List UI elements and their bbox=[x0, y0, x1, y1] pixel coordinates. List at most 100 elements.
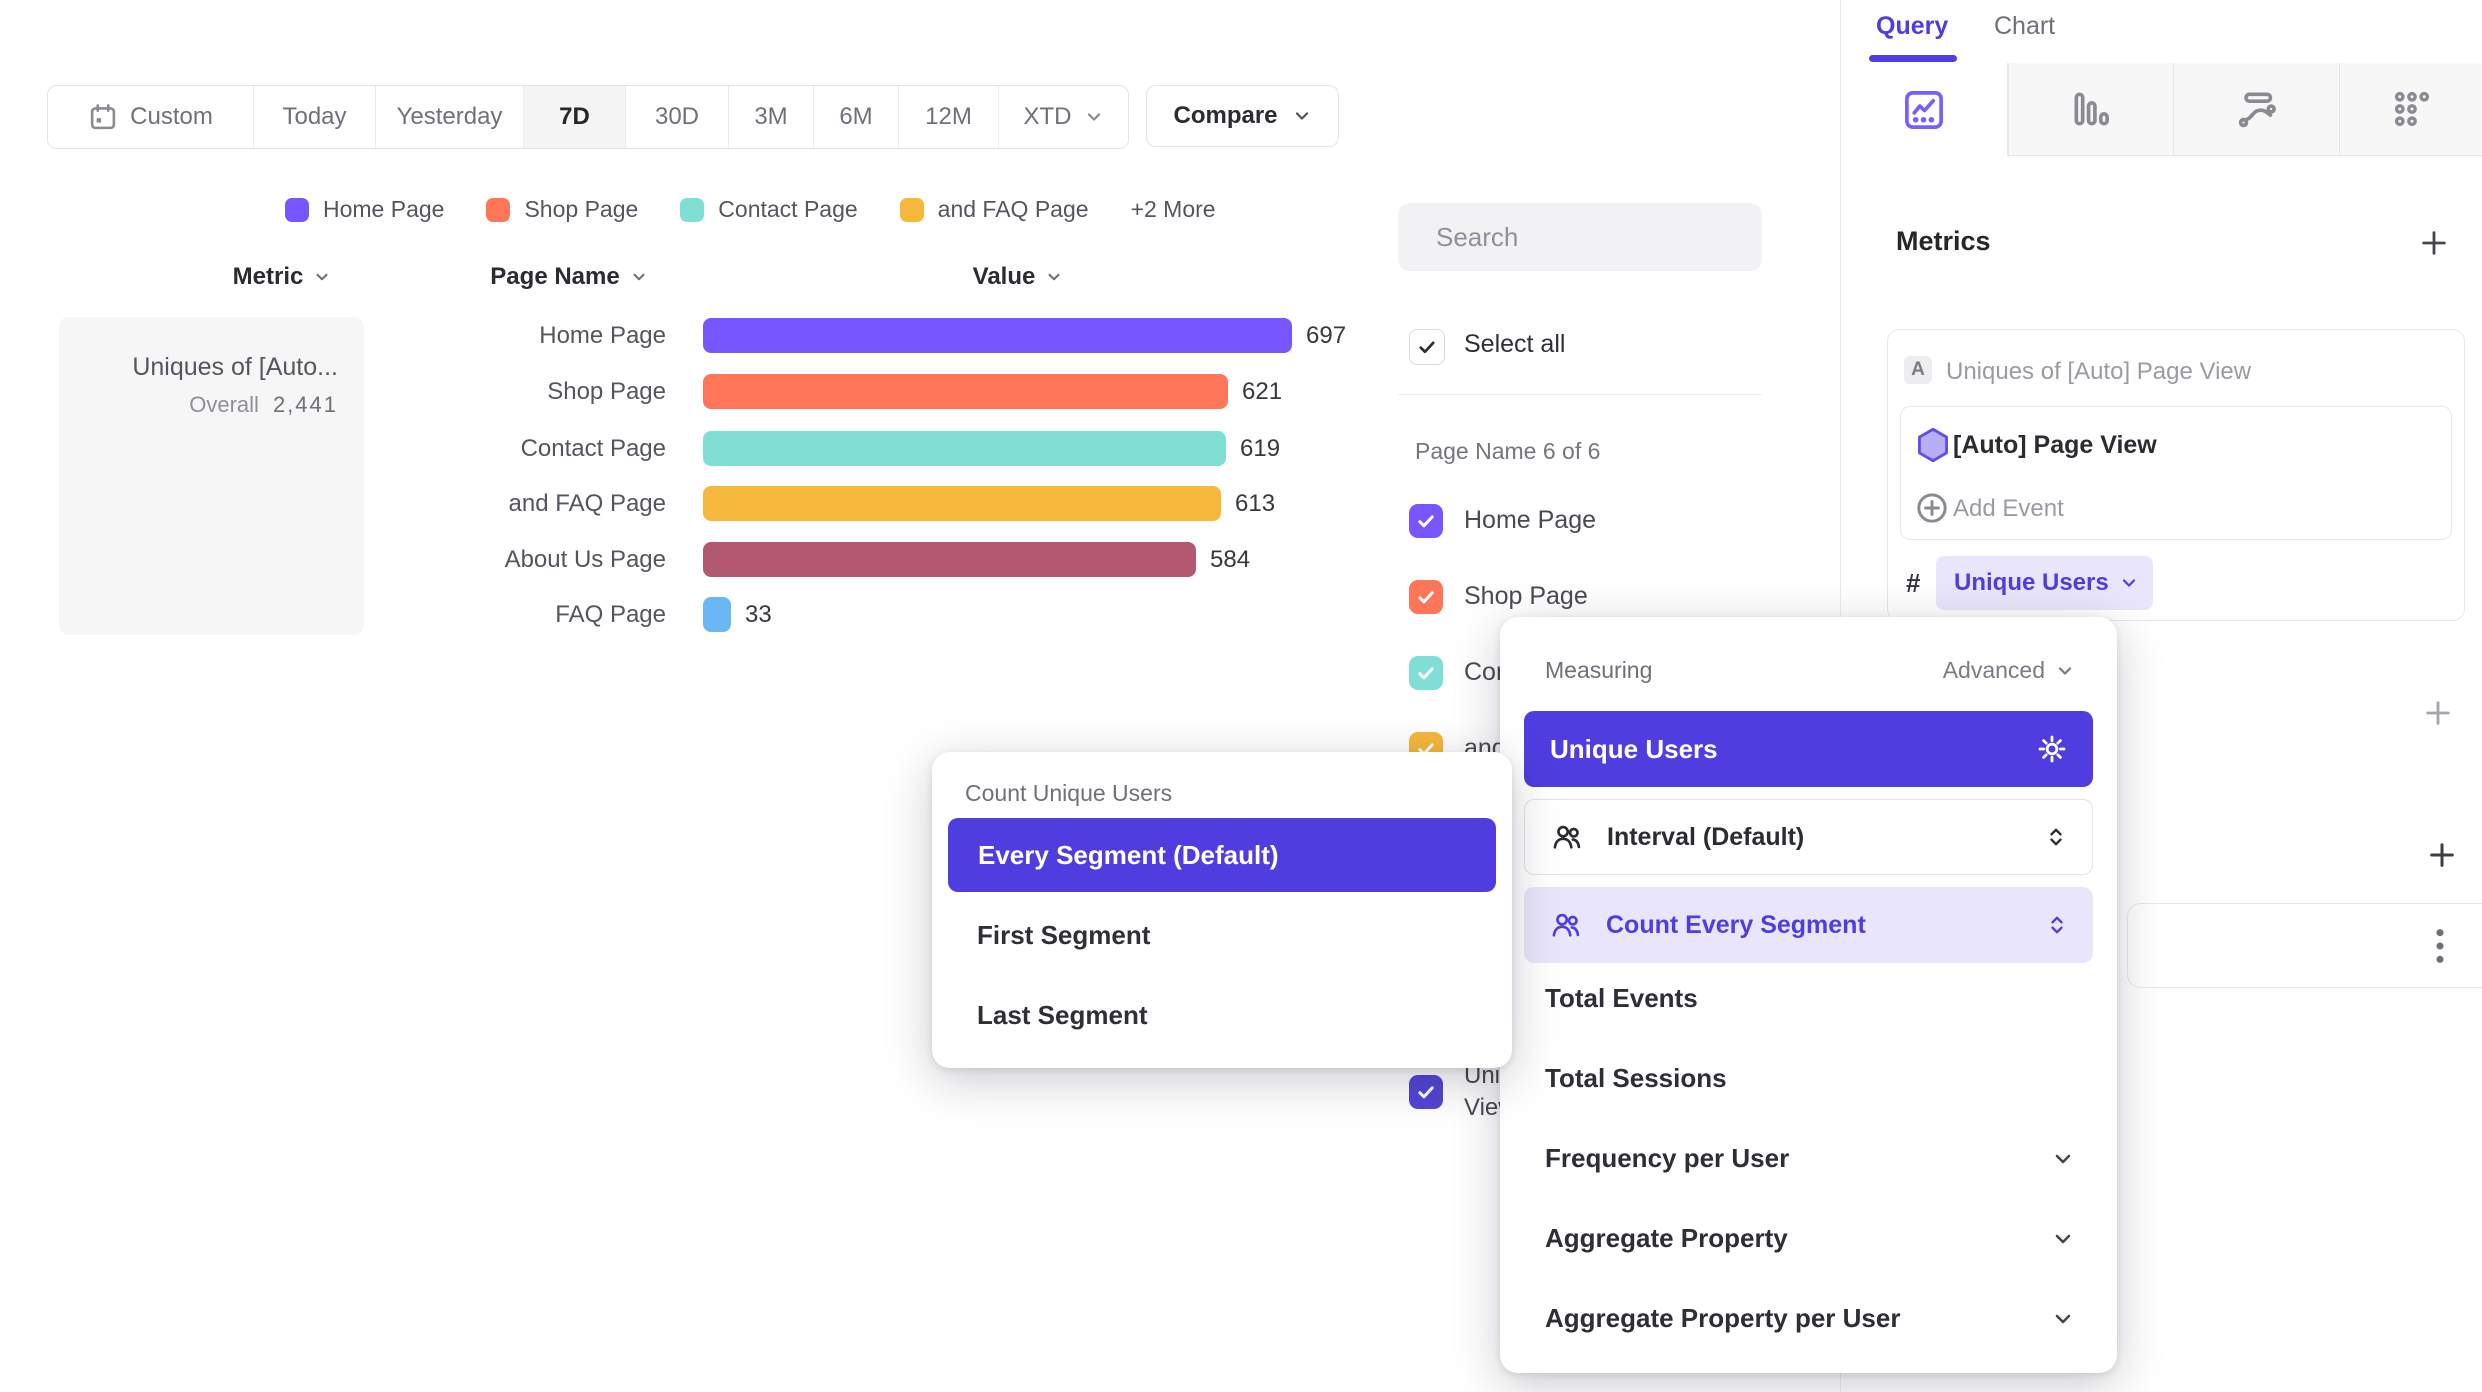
date-range-12m[interactable]: 12M bbox=[898, 86, 998, 148]
event-name[interactable]: [Auto] Page View bbox=[1953, 431, 2157, 459]
row-value: 621 bbox=[1242, 377, 1283, 405]
advanced-dropdown[interactable]: Advanced bbox=[1943, 657, 2075, 684]
legend-swatch bbox=[285, 197, 309, 222]
measuring-option-unique-users[interactable]: Unique Users bbox=[1524, 711, 2093, 787]
metric-overall: Overall 2,441 bbox=[189, 392, 338, 417]
segment-checkbox-contact-page[interactable] bbox=[1409, 656, 1443, 690]
legend-swatch bbox=[899, 197, 924, 222]
column-header-page-name[interactable]: Page Name bbox=[459, 262, 679, 292]
flows-icon bbox=[2238, 92, 2276, 128]
date-range-30d[interactable]: 30D bbox=[625, 86, 728, 148]
metric-builder-card: A Uniques of [Auto] Page View [Auto] Pag… bbox=[1887, 329, 2465, 621]
add-event-plus-icon[interactable] bbox=[1915, 491, 1949, 525]
metric-letter-badge: A bbox=[1904, 356, 1932, 384]
measuring-option-aggregate-property[interactable]: Aggregate Property bbox=[1545, 1223, 1788, 1253]
measuring-option-aggregate-property-per-user[interactable]: Aggregate Property per User bbox=[1545, 1303, 1901, 1333]
legend-item[interactable]: Shop Page bbox=[486, 196, 638, 223]
tab-query[interactable]: Query bbox=[1876, 12, 1949, 40]
users-icon bbox=[1553, 825, 1581, 849]
kebab-menu-icon[interactable] bbox=[2433, 926, 2447, 966]
segment-label: Shop Page bbox=[1464, 582, 1588, 610]
report-tab-insights[interactable] bbox=[1841, 63, 2008, 156]
add-filter-plus-icon[interactable] bbox=[2423, 698, 2453, 728]
date-range-3m[interactable]: 3M bbox=[728, 86, 813, 148]
value-bar[interactable] bbox=[703, 486, 1221, 521]
date-range-6m[interactable]: 6M bbox=[813, 86, 898, 148]
chevron-down-icon bbox=[2058, 666, 2072, 675]
tab-chart[interactable]: Chart bbox=[1994, 12, 2056, 40]
search-input[interactable] bbox=[1434, 220, 1773, 254]
count-option-every-segment[interactable]: Every Segment (Default) bbox=[948, 818, 1496, 892]
add-event-label[interactable]: Add Event bbox=[1953, 495, 2064, 522]
measurement-hash-label: # bbox=[1906, 568, 1921, 598]
date-range-label: Custom bbox=[130, 103, 213, 130]
chevron-down-icon bbox=[316, 273, 328, 281]
count-option-first-segment[interactable]: First Segment bbox=[977, 920, 1151, 950]
report-tab-retention[interactable] bbox=[2339, 63, 2482, 156]
row-value: 697 bbox=[1306, 321, 1347, 349]
select-all-label: Select all bbox=[1464, 330, 1566, 358]
stepper-icon bbox=[2050, 828, 2062, 846]
count-segment-control[interactable]: Count Every Segment bbox=[1524, 887, 2093, 963]
value-bar[interactable] bbox=[703, 597, 731, 632]
legend-swatch bbox=[486, 197, 511, 222]
row-value: 619 bbox=[1240, 434, 1281, 462]
legend-swatch bbox=[680, 197, 705, 222]
count-option-last-segment[interactable]: Last Segment bbox=[977, 1000, 1148, 1030]
count-unique-users-popover: Count Unique Users Every Segment (Defaul… bbox=[932, 752, 1512, 1068]
compare-button[interactable]: Compare bbox=[1146, 85, 1339, 147]
segment-search[interactable] bbox=[1398, 203, 1773, 271]
row-label: About Us Page bbox=[504, 545, 666, 573]
value-bar[interactable] bbox=[703, 431, 1226, 466]
date-range-custom[interactable]: Custom bbox=[48, 86, 253, 148]
check-icon bbox=[1418, 515, 1434, 528]
add-metric-plus-icon[interactable] bbox=[2419, 228, 2449, 258]
row-label: and FAQ Page bbox=[508, 489, 666, 517]
gear-icon[interactable] bbox=[2037, 734, 2067, 764]
date-range-today[interactable]: Today bbox=[253, 86, 375, 148]
chart-row: FAQ Page 33 bbox=[400, 597, 772, 632]
interval-control[interactable]: Interval (Default) bbox=[1524, 799, 2093, 875]
metrics-heading: Metrics bbox=[1896, 226, 1991, 256]
value-bar[interactable] bbox=[703, 542, 1196, 577]
value-bar[interactable] bbox=[703, 318, 1292, 353]
row-label: Shop Page bbox=[547, 377, 666, 405]
measuring-option-total-events[interactable]: Total Events bbox=[1545, 983, 1698, 1013]
legend-item[interactable]: and FAQ Page bbox=[899, 196, 1089, 223]
check-icon bbox=[1418, 591, 1434, 604]
date-range-7d[interactable]: 7D bbox=[523, 86, 625, 148]
row-value: 33 bbox=[745, 600, 772, 628]
report-tab-flows[interactable] bbox=[2173, 63, 2339, 156]
users-icon bbox=[1552, 913, 1580, 937]
legend-more[interactable]: +2 More bbox=[1130, 196, 1216, 222]
measurement-dropdown[interactable]: Unique Users bbox=[1936, 556, 2153, 610]
column-header-metric[interactable]: Metric bbox=[172, 262, 392, 292]
chevron-down-icon bbox=[1295, 112, 1308, 120]
select-all-checkbox[interactable] bbox=[1409, 329, 1445, 365]
report-tab-funnels[interactable] bbox=[2008, 63, 2173, 156]
segment-checkbox-home-page[interactable] bbox=[1409, 504, 1443, 538]
measuring-option-total-sessions[interactable]: Total Sessions bbox=[1545, 1063, 1727, 1093]
retention-dots-icon bbox=[2394, 91, 2429, 127]
segment-checkbox-shop-page[interactable] bbox=[1409, 580, 1443, 614]
legend-item[interactable]: Home Page bbox=[285, 196, 444, 223]
date-range-xtd[interactable]: XTD bbox=[998, 86, 1128, 148]
value-bar[interactable] bbox=[703, 374, 1228, 409]
date-range-yesterday[interactable]: Yesterday bbox=[375, 86, 523, 148]
column-header-value[interactable]: Value bbox=[908, 262, 1128, 292]
metric-series-checkbox[interactable] bbox=[1409, 1075, 1443, 1109]
check-icon bbox=[1419, 341, 1435, 354]
measuring-title: Measuring bbox=[1545, 657, 1653, 683]
legend-item[interactable]: Contact Page bbox=[680, 196, 858, 223]
chevron-down-icon[interactable] bbox=[2051, 1227, 2075, 1251]
row-value: 584 bbox=[1210, 545, 1251, 573]
event-card: [Auto] Page View Add Event bbox=[1900, 406, 2452, 540]
chevron-down-icon[interactable] bbox=[2051, 1147, 2075, 1171]
add-breakdown-plus-icon[interactable] bbox=[2427, 840, 2457, 870]
metric-overall-value: 2,441 bbox=[272, 392, 338, 417]
chevron-down-icon[interactable] bbox=[2051, 1307, 2075, 1331]
metric-summary-card[interactable]: Uniques of [Auto... Overall 2,441 bbox=[59, 317, 364, 635]
active-tab-indicator bbox=[1869, 55, 1957, 62]
measuring-option-frequency-per-user[interactable]: Frequency per User bbox=[1545, 1143, 1790, 1173]
